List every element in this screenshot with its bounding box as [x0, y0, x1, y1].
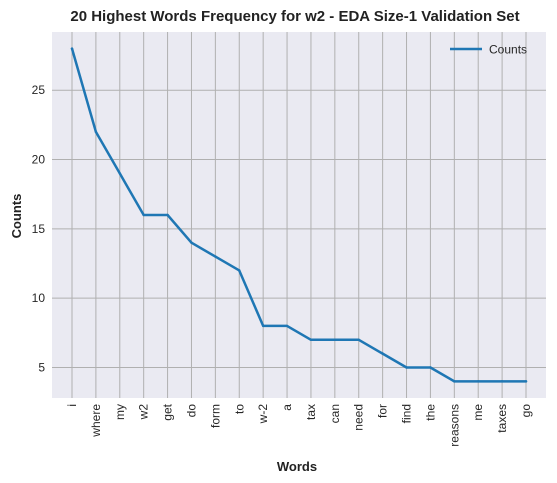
data-point [214, 255, 217, 258]
x-tick-label: to [232, 404, 246, 414]
data-point [500, 380, 504, 383]
series-layer [70, 47, 528, 383]
x-axis-label: Words [277, 459, 317, 474]
data-point [453, 380, 456, 383]
x-tick-label: can [328, 404, 342, 423]
y-tick-label: 10 [32, 291, 46, 305]
x-tick-label: w2 [137, 404, 151, 421]
data-point [118, 172, 121, 175]
data-point [524, 380, 528, 383]
x-tick-label: me [471, 404, 485, 421]
data-point [357, 338, 360, 341]
plot-area [52, 32, 546, 398]
y-tick-label: 15 [32, 222, 46, 236]
data-point [166, 213, 169, 217]
x-tick-label: need [352, 404, 366, 431]
data-point [309, 338, 313, 341]
data-point [190, 241, 193, 244]
x-tick-label: my [113, 404, 127, 420]
data-point [142, 213, 145, 217]
y-tick-label: 20 [32, 153, 46, 167]
x-tick-label: do [184, 404, 198, 418]
x-tick-label: form [208, 404, 222, 428]
series-line [70, 47, 528, 383]
grid-layer [52, 32, 546, 398]
y-axis-ticks: 5 10 15 20 25 [32, 83, 46, 374]
legend-label: Counts [489, 43, 527, 57]
x-tick-label: reasons [447, 404, 461, 447]
data-point [261, 324, 265, 328]
y-tick-label: 25 [32, 83, 46, 97]
x-tick-label: tax [304, 404, 318, 420]
legend: Counts [450, 43, 527, 57]
data-point [333, 338, 337, 341]
x-tick-label: where [89, 404, 103, 438]
x-tick-label: w-2 [256, 404, 270, 425]
data-point [477, 380, 480, 383]
x-tick-label: get [161, 403, 175, 420]
x-tick-label: the [423, 404, 437, 421]
chart-title: 20 Highest Words Frequency for w2 - EDA … [70, 8, 519, 25]
x-tick-label: i [65, 404, 79, 407]
y-tick-label: 5 [38, 361, 45, 375]
y-axis-label: Counts [9, 194, 24, 239]
x-tick-label: a [280, 404, 294, 411]
data-point [405, 366, 408, 369]
data-point [94, 130, 98, 134]
data-point [70, 47, 74, 50]
x-tick-label: find [400, 404, 414, 423]
x-tick-label: for [376, 404, 390, 418]
x-tick-label: taxes [495, 404, 509, 433]
data-point [238, 269, 241, 272]
x-axis-ticks: i where my w2 get do form to w-2 a tax can need for fi… [65, 403, 533, 446]
x-tick-label: go [519, 404, 533, 418]
data-point [285, 324, 289, 328]
data-point [381, 352, 384, 355]
data-point [429, 366, 432, 369]
